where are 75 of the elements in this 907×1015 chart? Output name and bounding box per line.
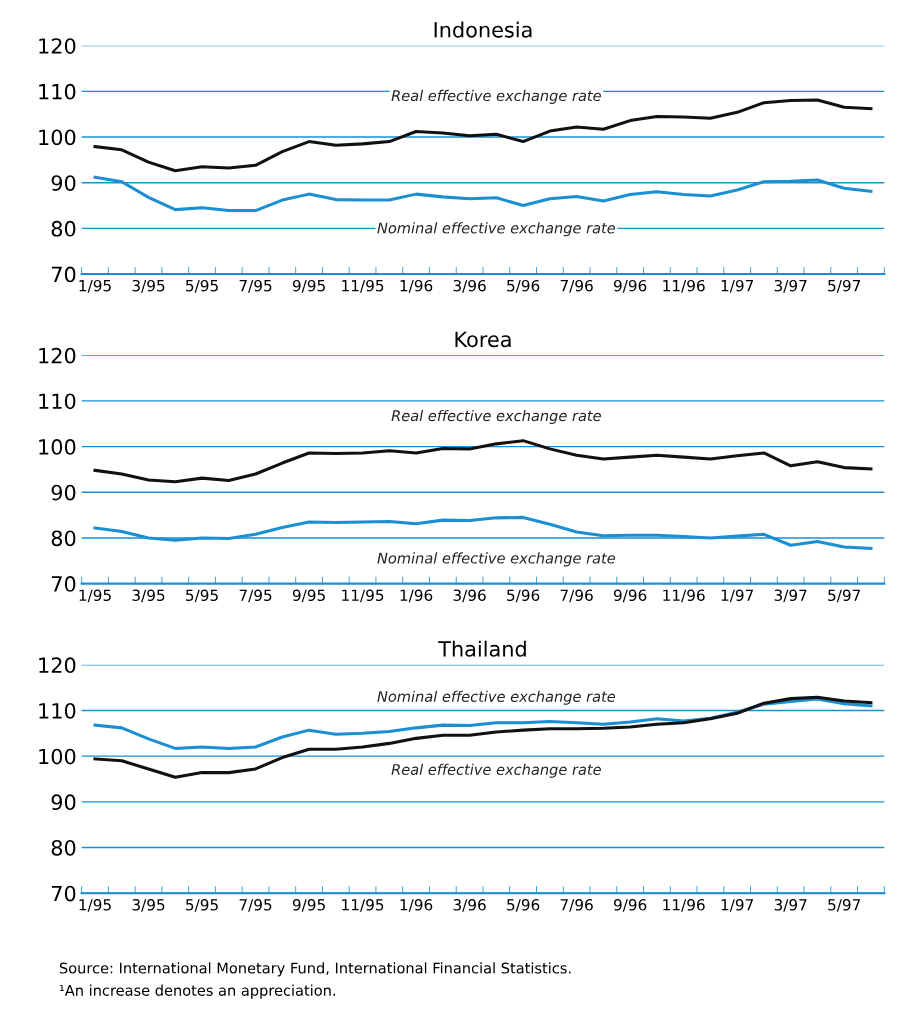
x-tick-label: 3/95: [132, 899, 165, 912]
x-tick-label: 7/95: [239, 589, 272, 603]
x-tick-label: 11/95: [342, 899, 384, 912]
x-tick-label: 9/96: [613, 899, 647, 912]
chart-title: Thailand: [438, 640, 526, 657]
y-tick-label: 110: [39, 393, 76, 410]
x-tick-label: 3/97: [774, 589, 807, 603]
y-tick-label: 100: [39, 439, 76, 455]
y-tick-label: 120: [39, 38, 76, 54]
x-tick-label: 3/97: [774, 899, 807, 912]
x-tick-label: 5/95: [186, 899, 218, 912]
x-tick-label: 1/97: [721, 899, 754, 912]
x-tick-label: 1/95: [79, 279, 111, 293]
y-tick-label: 80: [51, 220, 76, 237]
x-tick-label: 9/95: [292, 279, 325, 293]
x-tick-label: 1/96: [400, 279, 433, 293]
y-tick-label: 120: [39, 347, 76, 364]
x-tick-label: 5/96: [507, 899, 540, 912]
x-tick-label: 11/96: [663, 589, 705, 603]
y-tick-label: 80: [51, 530, 76, 547]
y-tick-label: 70: [51, 266, 76, 283]
y-tick-label: 120: [39, 657, 76, 674]
x-tick-label: 7/95: [239, 899, 272, 912]
y-tick-label: 90: [51, 484, 76, 501]
x-tick-label: 5/95: [186, 279, 218, 293]
series-label: Real effective exchange rate: [391, 409, 601, 424]
text: ¹An increase denotes an appreciation.: [59, 984, 335, 999]
y-tick-label: 90: [51, 794, 76, 811]
x-tick-label: 3/96: [453, 589, 486, 603]
x-tick-label: 7/96: [560, 279, 593, 293]
y-tick-label: 110: [39, 702, 76, 719]
series-label: Nominal effective exchange rate: [377, 690, 616, 705]
series-label: Real effective exchange rate: [391, 763, 601, 778]
x-tick-label: 1/95: [79, 899, 111, 912]
x-tick-label: 7/95: [239, 279, 272, 293]
y-tick-label: 80: [51, 839, 76, 856]
x-tick-label: 9/95: [292, 589, 325, 603]
x-tick-label: 1/97: [721, 279, 754, 293]
x-tick-label: 7/96: [560, 899, 593, 912]
y-tick-label: 70: [51, 576, 76, 592]
series-label: Nominal effective exchange rate: [377, 552, 616, 567]
x-tick-label: 1/96: [400, 899, 433, 912]
x-tick-label: 9/95: [292, 899, 325, 912]
x-tick-label: 3/96: [453, 899, 486, 912]
x-tick-label: 3/95: [132, 589, 165, 603]
x-tick-label: 3/97: [774, 279, 807, 293]
y-tick-label: 70: [51, 885, 76, 902]
line-series: [93, 439, 873, 484]
x-tick-label: 3/96: [453, 279, 486, 293]
x-tick-label: 1/97: [721, 589, 754, 603]
series-label: Nominal effective exchange rate: [377, 222, 616, 237]
x-tick-label: 11/96: [663, 279, 705, 293]
y-tick-label: 90: [51, 175, 76, 191]
x-tick-label: 9/96: [613, 589, 647, 603]
x-tick-label: 5/97: [828, 589, 861, 603]
x-tick-label: 11/96: [663, 899, 705, 912]
chart-title: Indonesia: [434, 21, 532, 38]
x-tick-label: 5/97: [828, 279, 861, 293]
x-tick-label: 11/95: [342, 589, 384, 603]
x-tick-label: 5/97: [828, 899, 861, 912]
y-tick-label: 100: [39, 748, 76, 765]
y-tick-label: 110: [39, 83, 76, 100]
source-note: Source: International Monetary Fund, International Financial Statistics.: [59, 962, 571, 977]
x-tick-label: 9/96: [613, 279, 647, 293]
x-tick-label: 5/96: [507, 589, 540, 603]
x-tick-label: 5/96: [507, 279, 540, 293]
y-tick-label: 100: [39, 129, 76, 146]
x-tick-label: 7/96: [560, 589, 593, 603]
chart-title: Korea: [455, 331, 511, 348]
x-tick-label: 3/95: [132, 279, 165, 293]
x-tick-label: 1/96: [400, 589, 433, 603]
x-tick-label: 5/95: [186, 589, 218, 603]
x-tick-label: 1/95: [79, 589, 111, 603]
x-tick-label: 11/95: [342, 279, 384, 293]
series-label: Real effective exchange rate: [391, 89, 601, 104]
